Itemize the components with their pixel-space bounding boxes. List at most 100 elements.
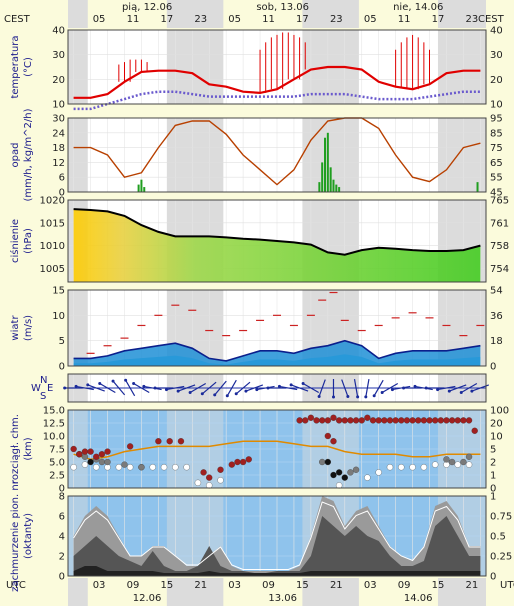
wind-arrow-20 — [290, 384, 309, 392]
vis-dots_gray-11 — [460, 458, 467, 466]
vis-dots_white-20 — [420, 464, 428, 471]
rtick-visibility-6: 100 — [490, 406, 509, 417]
wind-arrow-33 — [437, 385, 456, 391]
compass-e: E — [47, 383, 53, 394]
vis-dots_red-28 — [392, 417, 399, 424]
wind-arrow-head-30 — [402, 386, 406, 390]
wind-arrow-head-12 — [200, 392, 204, 396]
footer-hour-6: 15 — [296, 580, 309, 591]
header-night-stripe-2 — [302, 0, 359, 28]
ytick-wind-2: 10 — [52, 311, 65, 322]
vis-dots_white-5 — [126, 464, 134, 471]
ytick-wind-0: 0 — [59, 362, 65, 373]
panel-frame-wind — [67, 289, 487, 367]
header-left-label: CEST — [4, 14, 31, 25]
ytick-precipitation-1: 6 — [59, 173, 65, 184]
vis-dots_red-41 — [465, 417, 473, 424]
vis-dots_red-15 — [319, 417, 326, 424]
precip-bar-8 — [332, 179, 335, 192]
vis-dots_white-1 — [81, 461, 89, 468]
vis-dots_red-44 — [206, 474, 213, 481]
vis-dots_red-46 — [228, 461, 235, 468]
yunit-visibility: (km) — [23, 437, 34, 460]
footer-hour-7: 21 — [330, 580, 343, 591]
precip-bar-1 — [140, 179, 143, 192]
wind-arrow-head-19 — [277, 384, 281, 388]
vis-dots_red-4 — [93, 453, 100, 460]
ytick-cloud-3: 6 — [59, 512, 65, 523]
vis-dots_gray-10 — [448, 458, 456, 466]
footer-night-stripe-1 — [166, 578, 224, 606]
footer-right-label: UTC — [500, 580, 514, 591]
cloud-low-area — [73, 566, 481, 576]
wind-arrow-9 — [166, 385, 185, 391]
vis-dots_black-4 — [335, 469, 343, 476]
footer-hour-10: 15 — [432, 580, 445, 591]
vis-dots_red-22 — [358, 417, 365, 424]
vis-dots_red-48 — [239, 458, 247, 466]
header-hour-1: 11 — [127, 14, 140, 25]
ytick-cloud-4: 8 — [59, 492, 65, 503]
footer-hour-8: 03 — [364, 580, 377, 591]
footer-hour-1: 09 — [127, 580, 140, 591]
panel-frame-visibility — [67, 409, 487, 489]
vis-dots_red-14 — [313, 417, 320, 424]
wind-arrow-head-21 — [301, 382, 305, 385]
wind-arrow-head-11 — [188, 391, 192, 394]
header-day-0: pią, 12.06 — [122, 2, 172, 13]
ytick-temperature-0: 10 — [52, 100, 65, 111]
vis-dots_red-24 — [369, 417, 377, 424]
rtick-wind-0: 0 — [490, 362, 496, 373]
wind-arrow-22 — [318, 379, 326, 397]
wind-arrow-head-23 — [331, 395, 335, 399]
vis-dots_white-9 — [172, 464, 179, 471]
wind-arrow-head-10 — [176, 389, 180, 393]
rtick-visibility-4: 10 — [490, 432, 503, 443]
rtick-visibility-2: 2 — [490, 458, 496, 469]
header-right-label: CEST — [478, 14, 505, 25]
header-night-stripe-1 — [166, 0, 224, 28]
header-hour-5: 11 — [262, 14, 275, 25]
precip-bar-9 — [335, 184, 338, 192]
rtick-precipitation-3: 75 — [490, 143, 503, 154]
cloud-white-line — [73, 501, 481, 570]
wind-arrow-head-4 — [111, 379, 115, 383]
wind-arrow-head-26 — [364, 395, 368, 399]
rtick-precipitation-1: 55 — [490, 173, 503, 184]
ytick-pressure-0: 1005 — [40, 264, 65, 275]
vis-dots_gray-12 — [465, 453, 473, 460]
header-day-2: nie, 14.06 — [393, 2, 443, 13]
wind-arrow-31 — [414, 385, 433, 391]
ytick-visibility-1: 2.5 — [49, 471, 65, 482]
ytick-wind-3: 15 — [52, 286, 65, 297]
wind-arrow-14 — [226, 379, 237, 397]
header-hour-0: 05 — [93, 14, 106, 25]
rtick-visibility-3: 5 — [490, 445, 496, 456]
wind-arrow-head-6 — [132, 382, 136, 385]
panel-frame-precipitation — [67, 117, 487, 193]
wind-arrow-head-2 — [86, 383, 90, 387]
panel-frame-cloud — [67, 495, 487, 577]
ytick-cloud-2: 4 — [59, 532, 65, 543]
rtick-visibility-1: 1 — [490, 471, 496, 482]
vis-dots_red-5 — [98, 451, 106, 458]
footer-hour-11: 21 — [466, 580, 479, 591]
vis-dots_white-10 — [183, 464, 190, 471]
wind-arrow-28 — [381, 382, 399, 394]
vis-dots_gray-6 — [319, 458, 326, 466]
header-hour-2: 17 — [160, 14, 173, 25]
vis-dots_white-8 — [160, 464, 168, 471]
wind-arrow-6 — [133, 382, 150, 394]
vis-dots_white-13 — [217, 477, 224, 484]
wind-arrow-1 — [75, 385, 94, 391]
wind-arrow-head-0 — [63, 386, 67, 390]
ytick-precipitation-2: 12 — [52, 158, 65, 169]
vis-dots_red-21 — [352, 417, 360, 424]
vis-dots_gray-8 — [352, 466, 360, 473]
wind-arrow-5 — [125, 379, 136, 397]
wind-arrow-head-17 — [255, 388, 259, 392]
wind-arrow-11 — [189, 382, 207, 394]
wind-arrow-15 — [235, 381, 251, 395]
vis-dots_red-47 — [234, 458, 241, 466]
header-hour-10: 17 — [432, 14, 445, 25]
